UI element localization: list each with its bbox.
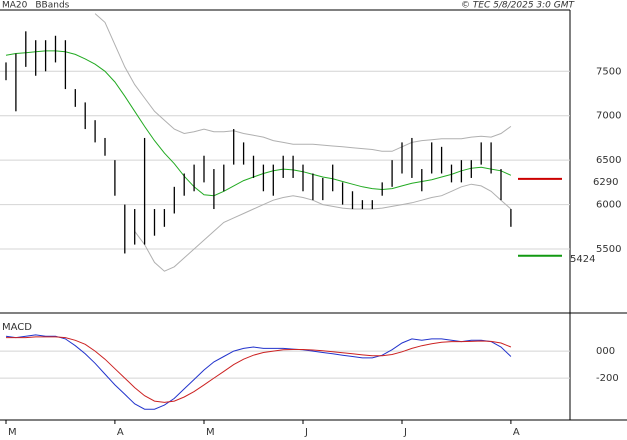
x-tick-label: A xyxy=(513,427,520,438)
y-tick-label: -200 xyxy=(596,373,619,384)
ma-line xyxy=(5,50,512,197)
x-tick-label: M xyxy=(8,427,17,438)
x-tick-label: J xyxy=(304,427,308,438)
macd-line xyxy=(6,336,512,403)
y-tick-label: 7500 xyxy=(596,66,621,77)
x-tick-label: M xyxy=(206,427,215,438)
panel-title: MACD xyxy=(2,322,32,333)
source: © TEC 5/8/2025 3:0 GMT xyxy=(461,1,576,11)
y-tick-label: 7000 xyxy=(596,111,621,122)
x-tick-label: A xyxy=(117,427,124,438)
macd-line xyxy=(5,334,512,410)
level-label: 6290 xyxy=(593,177,618,188)
y-tick-label: 6500 xyxy=(596,155,621,166)
x-tick-label: J xyxy=(403,427,407,438)
legend-entry: MA20 xyxy=(2,1,28,11)
y-tick-label: 000 xyxy=(596,346,615,357)
band-lower xyxy=(134,183,512,272)
band-upper xyxy=(94,13,512,152)
y-tick-label: 5500 xyxy=(596,244,621,255)
level-label: 5424 xyxy=(570,254,595,265)
y-tick-label: 6000 xyxy=(596,200,621,211)
legend-entry: BBands xyxy=(35,1,69,11)
